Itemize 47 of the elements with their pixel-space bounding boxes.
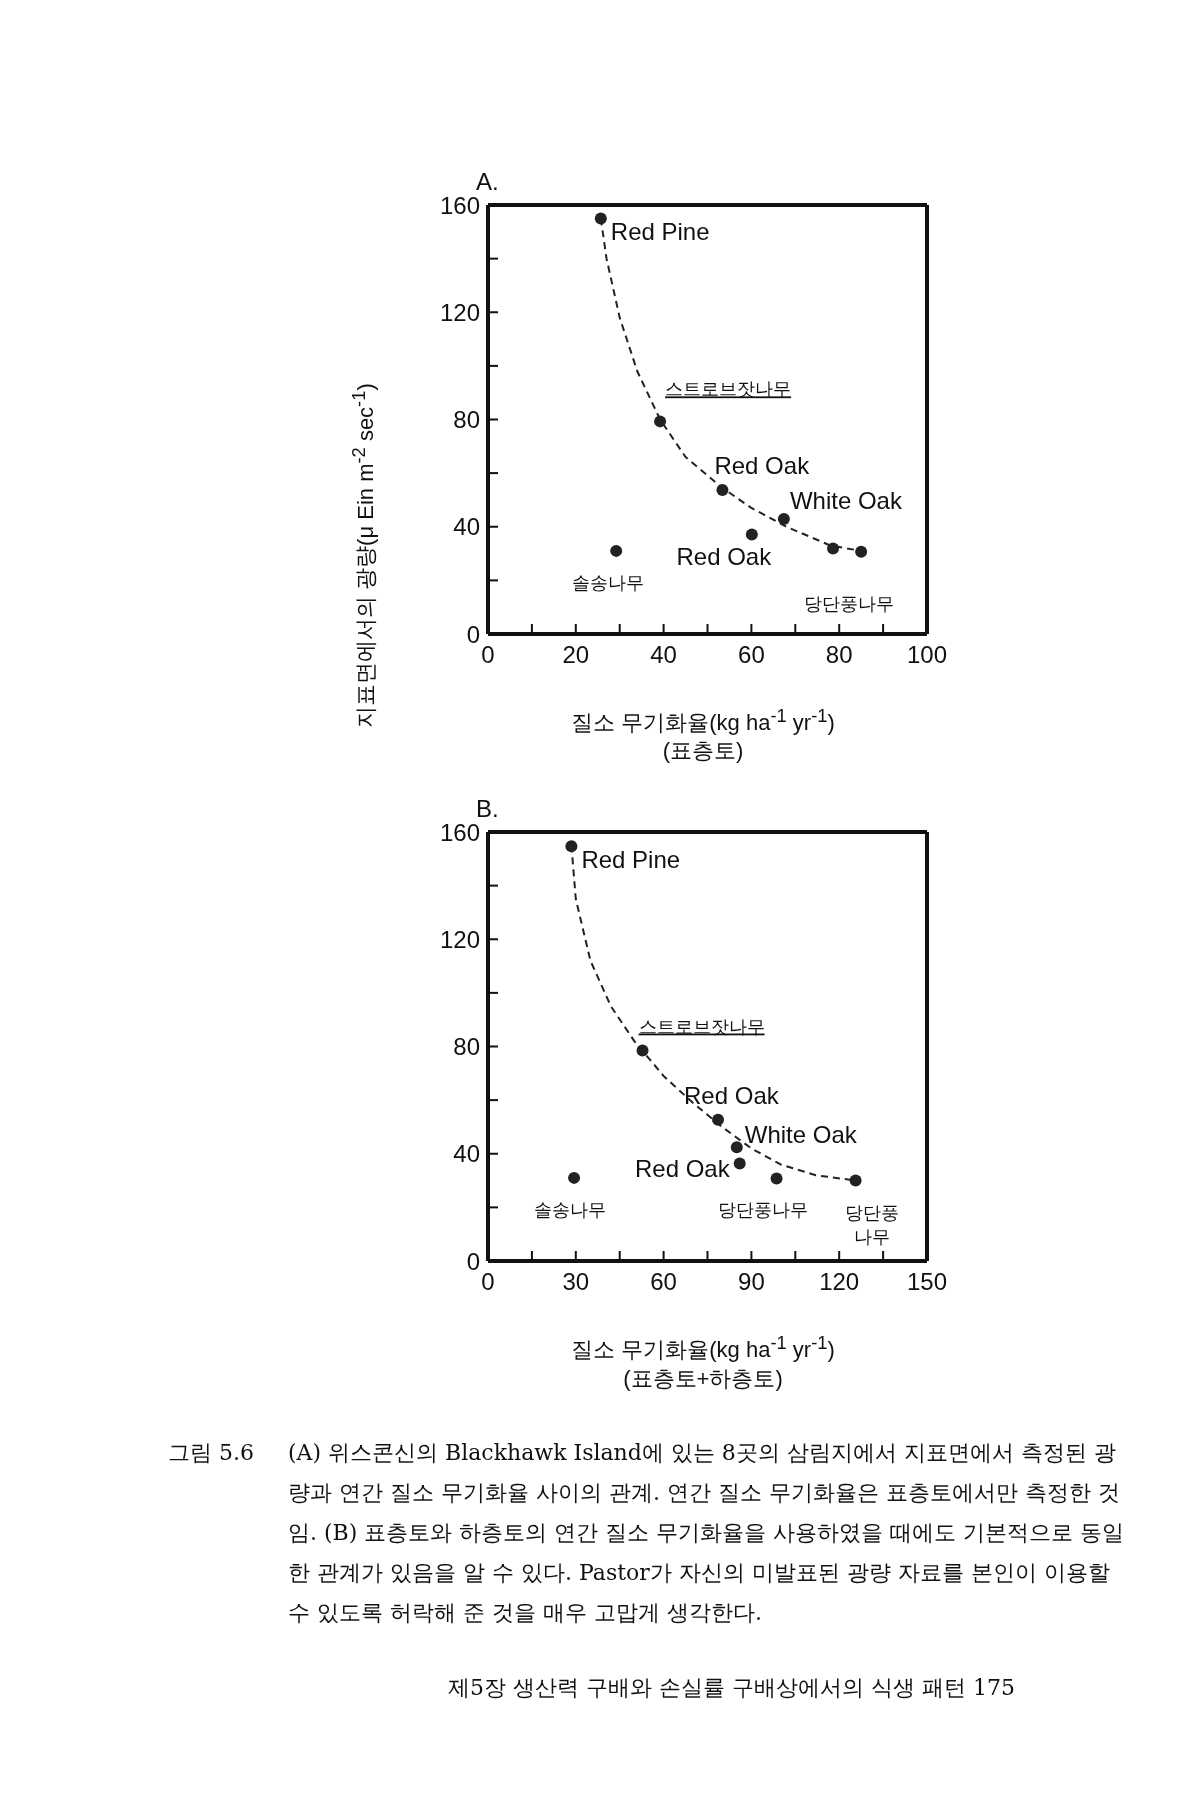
annotation: Red Pine [610,218,710,246]
annotation: Red Oak [676,542,773,570]
annotation: 당단풍 나무 [844,1202,899,1247]
annotation: Red Oak [714,452,811,480]
annotation: Red Pine [581,846,681,874]
text: 제5장 생산력 구배와 손실률 구배상에서의 식생 패턴 175 [448,1673,1016,1702]
annotation: 당단풍나무 [717,1200,808,1221]
caption: 그림 5.6 [168,1438,255,1467]
text: 질소 무기화율(kg ha$^{-1}$ yr$^{-1}$) (표층토) [571,705,835,764]
point [568,1172,581,1185]
y-tick-label: 120 [439,298,480,326]
x-tick-label: 40 [650,641,677,669]
y-tick-label: 80 [453,1033,480,1061]
annotation: Red Oak [684,1082,780,1110]
text: (A) 위스콘신의 Blackhawk Island에 있는 8곳의 삼림지에서 지표면에서 측정된 광량과 연간 질소 무기화율 사이의 관계. 연간 질소 무기화율은 표층토에서만 측정한 것임. (B) 표층토와 하층토의 연간 질소 무기화율을 사용하였을 때에도 기본적으로 동일한 관계가 있음을 알 수 있다. Pastor가 자신의 미발표된 광량 자료를 본인이 이용할 수 있도록 허락해 준 것을 매우 고맙게 생각한다. [288,1438,1126,1627]
y-tick-label: 40 [453,1140,480,1168]
y-tick-label: 0 [466,620,480,648]
annotation: Red Oak [634,1155,731,1183]
y-tick-label: 120 [439,926,480,954]
point [855,545,868,558]
y-tick-label: 80 [453,406,480,434]
x-tick-label: 100 [906,641,948,669]
point [610,544,623,557]
annotation: 스트로브잣나무 [638,1016,765,1037]
annotation: White Oak [744,1121,858,1149]
x-tick-label: 20 [562,641,590,669]
point [733,1157,746,1170]
x-tick-label: 150 [906,1268,948,1296]
annotation: 솔송나무 [534,1200,607,1221]
y-tick-label: 40 [453,513,480,541]
annotation: 솔송나무 [572,572,645,593]
point [770,1172,783,1185]
annotation: 당단풍나무 [804,593,895,614]
x-tick-label: 60 [650,1268,677,1296]
x-tick-label: 30 [562,1268,590,1296]
x-tick-label: 90 [738,1268,765,1296]
x-tick-label: 60 [738,641,765,669]
annotation: White Oak [789,486,903,514]
point [745,528,758,541]
point [849,1174,862,1187]
point [777,512,790,525]
x-tick-label: 120 [819,1268,860,1296]
text: 질소 무기화율(kg ha$^{-1}$ yr$^{-1}$) (표층토+하층토) [571,1332,835,1391]
point [730,1141,743,1154]
annotation: 스트로브잣나무 [665,379,792,400]
x-tick-label: 80 [825,641,853,669]
y-tick-label: 0 [466,1247,480,1275]
